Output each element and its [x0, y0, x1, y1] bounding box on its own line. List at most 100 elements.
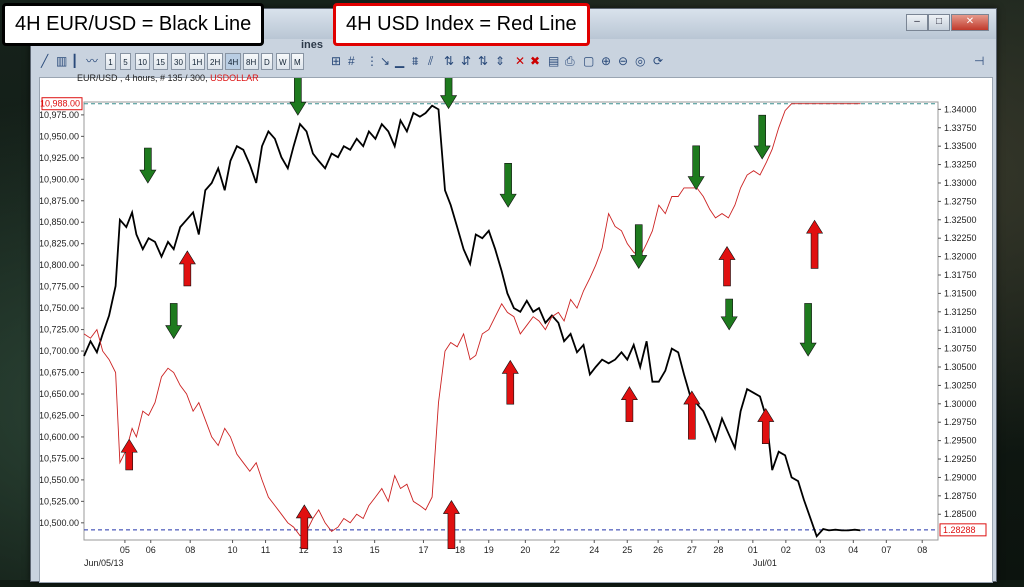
green-down-arrow: [499, 163, 517, 208]
x-axis-tick-label: 18: [455, 545, 465, 555]
delete-all-icon[interactable]: ✖: [530, 54, 541, 68]
right-axis-tick-label: 1.28750: [944, 491, 977, 501]
left-axis-tick-label: 10,550.00: [40, 475, 79, 485]
red-up-arrow: [178, 250, 196, 287]
green-down-arrow: [289, 66, 307, 116]
green-down-arrow: [139, 147, 157, 184]
green-down-arrow: [799, 303, 817, 357]
properties-icon[interactable]: ▤: [548, 54, 560, 68]
x-axis-tick-label: 27: [687, 545, 697, 555]
zoom-out-icon[interactable]: ⊖: [618, 54, 629, 68]
right-axis-tick-label: 1.29750: [944, 417, 977, 427]
red-up-arrow: [120, 438, 138, 471]
window-title-fragment: ines: [301, 39, 324, 51]
red-up-arrow: [620, 386, 638, 423]
x-axis-month-label: Jun/05/13: [84, 558, 124, 568]
timeframe-button-d[interactable]: D: [261, 53, 273, 70]
left-axis-tick-label: 10,575.00: [40, 453, 79, 463]
volume-icon[interactable]: ▁: [395, 54, 405, 68]
green-down-arrow: [687, 145, 705, 191]
candle-chart-icon[interactable]: ┃: [71, 54, 79, 68]
right-axis-tick-label: 1.31250: [944, 307, 977, 317]
left-axis-tick-label: 10,675.00: [40, 368, 79, 378]
timeframe-button-10[interactable]: 10: [135, 53, 150, 70]
x-axis-tick-label: 05: [120, 545, 130, 555]
timeframe-button-4h[interactable]: 4H: [225, 53, 242, 70]
left-axis-tick-label: 10,875.00: [40, 196, 79, 206]
x-axis-tick-label: 08: [917, 545, 927, 555]
x-axis-tick-label: 11: [261, 545, 270, 555]
arrow-icon[interactable]: ⇅: [444, 54, 455, 68]
left-marker-label: 10,988.00: [40, 99, 80, 109]
fibonacci-icon[interactable]: ⩩: [412, 54, 419, 68]
chart-area[interactable]: 10,500.00 10,525.00 10,550.00 10,575.00 10,6…: [39, 66, 993, 583]
timeframe-button-1[interactable]: 1: [105, 53, 116, 70]
timeframe-button-1h[interactable]: 1H: [189, 53, 206, 70]
timeframe-button-15[interactable]: 15: [153, 53, 168, 70]
timeframe-button-30[interactable]: 30: [171, 53, 186, 70]
period-separator-icon[interactable]: ⋮: [366, 54, 378, 68]
left-axis-tick-label: 10,900.00: [40, 174, 79, 184]
left-axis-tick-label: 10,600.00: [40, 432, 79, 442]
bar-chart-icon[interactable]: ▥: [56, 54, 68, 68]
left-marker-box: [41, 97, 83, 111]
x-axis-tick-label: 04: [848, 545, 858, 555]
left-axis-tick-label: 10,625.00: [40, 410, 79, 420]
right-axis-tick-label: 1.32250: [944, 233, 977, 243]
print-icon[interactable]: ⎙: [565, 54, 575, 68]
zoom-reset-icon[interactable]: ◎: [635, 54, 646, 68]
x-axis-tick-label: 02: [781, 545, 791, 555]
channel-icon[interactable]: ⫽: [428, 54, 434, 68]
plot-frame: [83, 101, 939, 541]
zoom-in-icon[interactable]: ⊕: [601, 54, 612, 68]
right-marker-box: [939, 523, 987, 537]
timeframe-button-2h[interactable]: 2H: [207, 53, 224, 70]
red-up-arrow: [295, 504, 313, 550]
right-axis-tick-label: 1.31500: [944, 288, 977, 298]
x-axis-month-label: Jul/01: [753, 558, 777, 568]
red-up-arrow: [806, 219, 824, 269]
shift-chart-icon[interactable]: ⇅: [478, 54, 489, 68]
scale-icon[interactable]: ⇕: [495, 54, 506, 68]
chart-svg: 10,500.00 10,525.00 10,550.00 10,575.00 10,6…: [39, 66, 987, 568]
right-axis-tick-label: 1.34000: [944, 104, 977, 114]
timeframe-button-8h[interactable]: 8H: [243, 53, 260, 70]
red-up-arrow: [718, 245, 736, 287]
right-axis-tick-label: 1.33250: [944, 160, 977, 170]
chart-caption: EUR/USD , 4 hours, # 135 / 300, USDOLLAR: [77, 73, 259, 83]
panel-toggle-icon[interactable]: ⊣: [974, 54, 985, 68]
delete-icon[interactable]: ✕: [515, 54, 526, 68]
x-axis-tick-label: 12: [299, 545, 309, 555]
x-axis-tick-label: 20: [520, 545, 530, 555]
right-axis-tick-label: 1.32750: [944, 196, 977, 206]
caption-indicator: USDOLLAR: [210, 73, 259, 83]
red-up-arrow: [442, 500, 460, 550]
timeframe-button-5[interactable]: 5: [120, 53, 131, 70]
series-line-eurusd: [83, 104, 861, 539]
close-button[interactable]: ✕: [951, 14, 989, 31]
right-axis-tick-label: 1.29500: [944, 436, 977, 446]
line-chart-icon[interactable]: 〰: [86, 54, 99, 68]
draw-line-icon[interactable]: ╱: [41, 54, 49, 68]
right-axis-tick-label: 1.30750: [944, 344, 977, 354]
trendline-icon[interactable]: ↘: [380, 54, 391, 68]
timeframe-button-m[interactable]: M: [291, 53, 304, 70]
maximize-button[interactable]: □: [928, 14, 950, 31]
refresh-icon[interactable]: ⟳: [653, 54, 664, 68]
preview-icon[interactable]: ▢: [583, 54, 595, 68]
red-up-arrow: [501, 359, 519, 405]
text-tool-icon[interactable]: ⇵: [461, 54, 472, 68]
x-axis-tick-label: 01: [748, 545, 758, 555]
left-axis-tick-label: 10,500.00: [40, 518, 79, 528]
right-axis-tick-label: 1.29250: [944, 454, 977, 464]
left-axis-tick-label: 10,825.00: [40, 239, 79, 249]
x-axis-tick-label: 03: [815, 545, 825, 555]
green-down-arrow: [720, 298, 738, 331]
crosshair-icon[interactable]: ⊞: [331, 54, 342, 68]
left-axis-tick-label: 10,975.00: [40, 110, 79, 120]
timeframe-button-w[interactable]: W: [276, 53, 290, 70]
right-marker-label: 1.28288: [943, 525, 976, 535]
grid-icon[interactable]: #: [348, 54, 355, 68]
minimize-button[interactable]: –: [906, 14, 928, 31]
right-axis-tick-label: 1.30250: [944, 380, 977, 390]
